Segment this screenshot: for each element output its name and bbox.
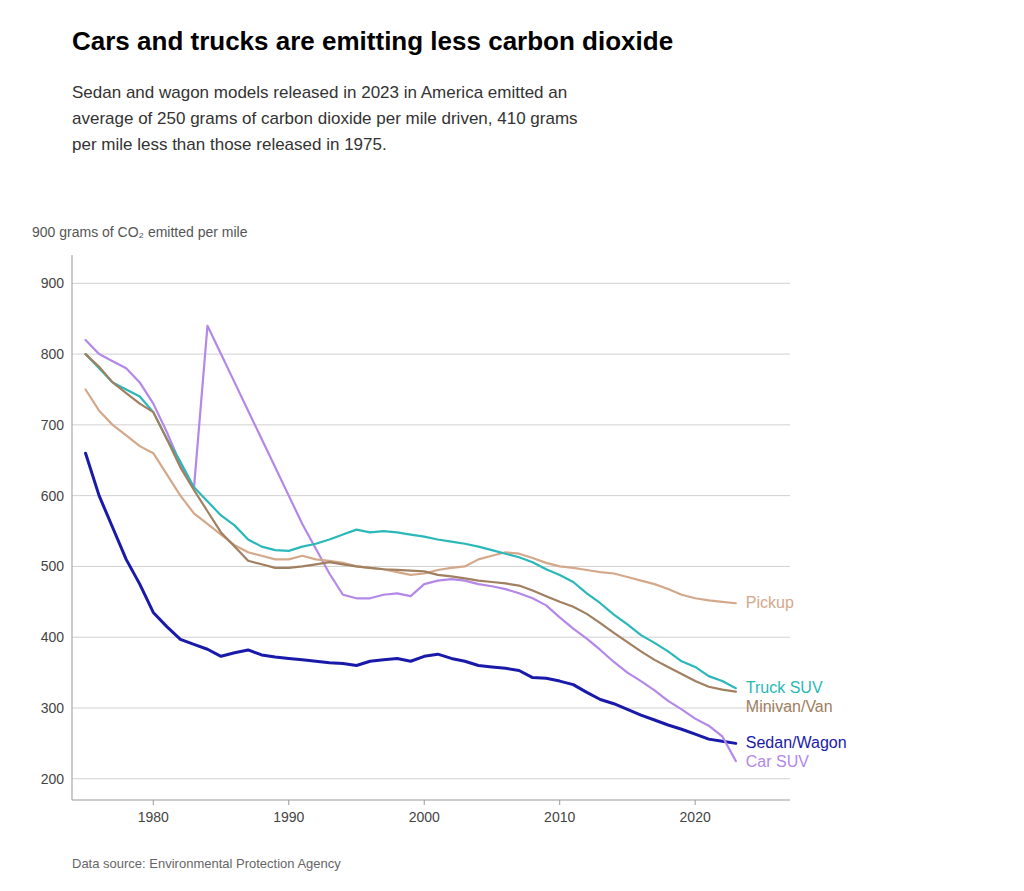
grid-line <box>72 283 790 284</box>
series-label: Car SUV <box>746 753 809 770</box>
source: Data source: Environmental Protection Ag… <box>72 856 341 871</box>
y-tick-label: 400 <box>41 629 65 645</box>
x-tick <box>153 800 154 805</box>
series-label: Pickup <box>746 594 794 611</box>
x-tick-label: 2010 <box>544 809 575 825</box>
series-line <box>86 326 736 761</box>
series-line <box>86 354 736 688</box>
series-line <box>86 453 736 743</box>
x-tick-label: 1980 <box>138 809 169 825</box>
x-tick <box>695 800 696 805</box>
series-label: Minivan/Van <box>746 698 833 715</box>
subtitle-line: average of 250 grams of carbon dioxide p… <box>72 109 578 128</box>
y-axis-line <box>72 255 73 800</box>
series-labels: Pickup Truck SUV Minivan/Van Sedan/Wagon Car… <box>746 594 847 770</box>
y-axis-label: 900 grams of CO₂ emitted per mile <box>32 224 248 240</box>
x-tick-label: 1990 <box>273 809 304 825</box>
x-tick <box>424 800 425 805</box>
x-tick <box>559 800 560 805</box>
y-tick-label: 700 <box>41 417 65 433</box>
subtitle-line: per mile less than those released in 197… <box>72 135 387 154</box>
series-label: Truck SUV <box>746 679 823 696</box>
y-tick-label: 600 <box>41 488 65 504</box>
grid-line <box>72 707 790 708</box>
grid-line <box>72 354 790 355</box>
subtitle: Sedan and wagon models released in 2023 … <box>72 83 578 154</box>
y-tick-label: 300 <box>41 700 65 716</box>
title: Cars and trucks are emitting less carbon… <box>72 26 673 56</box>
subtitle-line: Sedan and wagon models released in 2023 … <box>72 83 567 102</box>
series-line <box>86 354 736 692</box>
grid-line <box>72 424 790 425</box>
x-axis-line <box>72 800 790 801</box>
x-tick-label: 2000 <box>409 809 440 825</box>
y-tick-label: 800 <box>41 346 65 362</box>
grid-line <box>72 566 790 567</box>
y-tick-label: 500 <box>41 558 65 574</box>
series-label: Sedan/Wagon <box>746 734 847 751</box>
lines <box>86 326 736 761</box>
x-tick-label: 2020 <box>680 809 711 825</box>
y-grid: 200 300 400 500 600 700 800 900 <box>41 275 790 786</box>
grid-line <box>72 778 790 779</box>
y-tick-label: 900 <box>41 275 65 291</box>
x-tick <box>288 800 289 805</box>
y-tick-label: 200 <box>41 771 65 787</box>
chart: Cars and trucks are emitting less carbon… <box>0 0 1024 891</box>
x-axis: 1980 1990 2000 2010 2020 <box>138 800 711 825</box>
